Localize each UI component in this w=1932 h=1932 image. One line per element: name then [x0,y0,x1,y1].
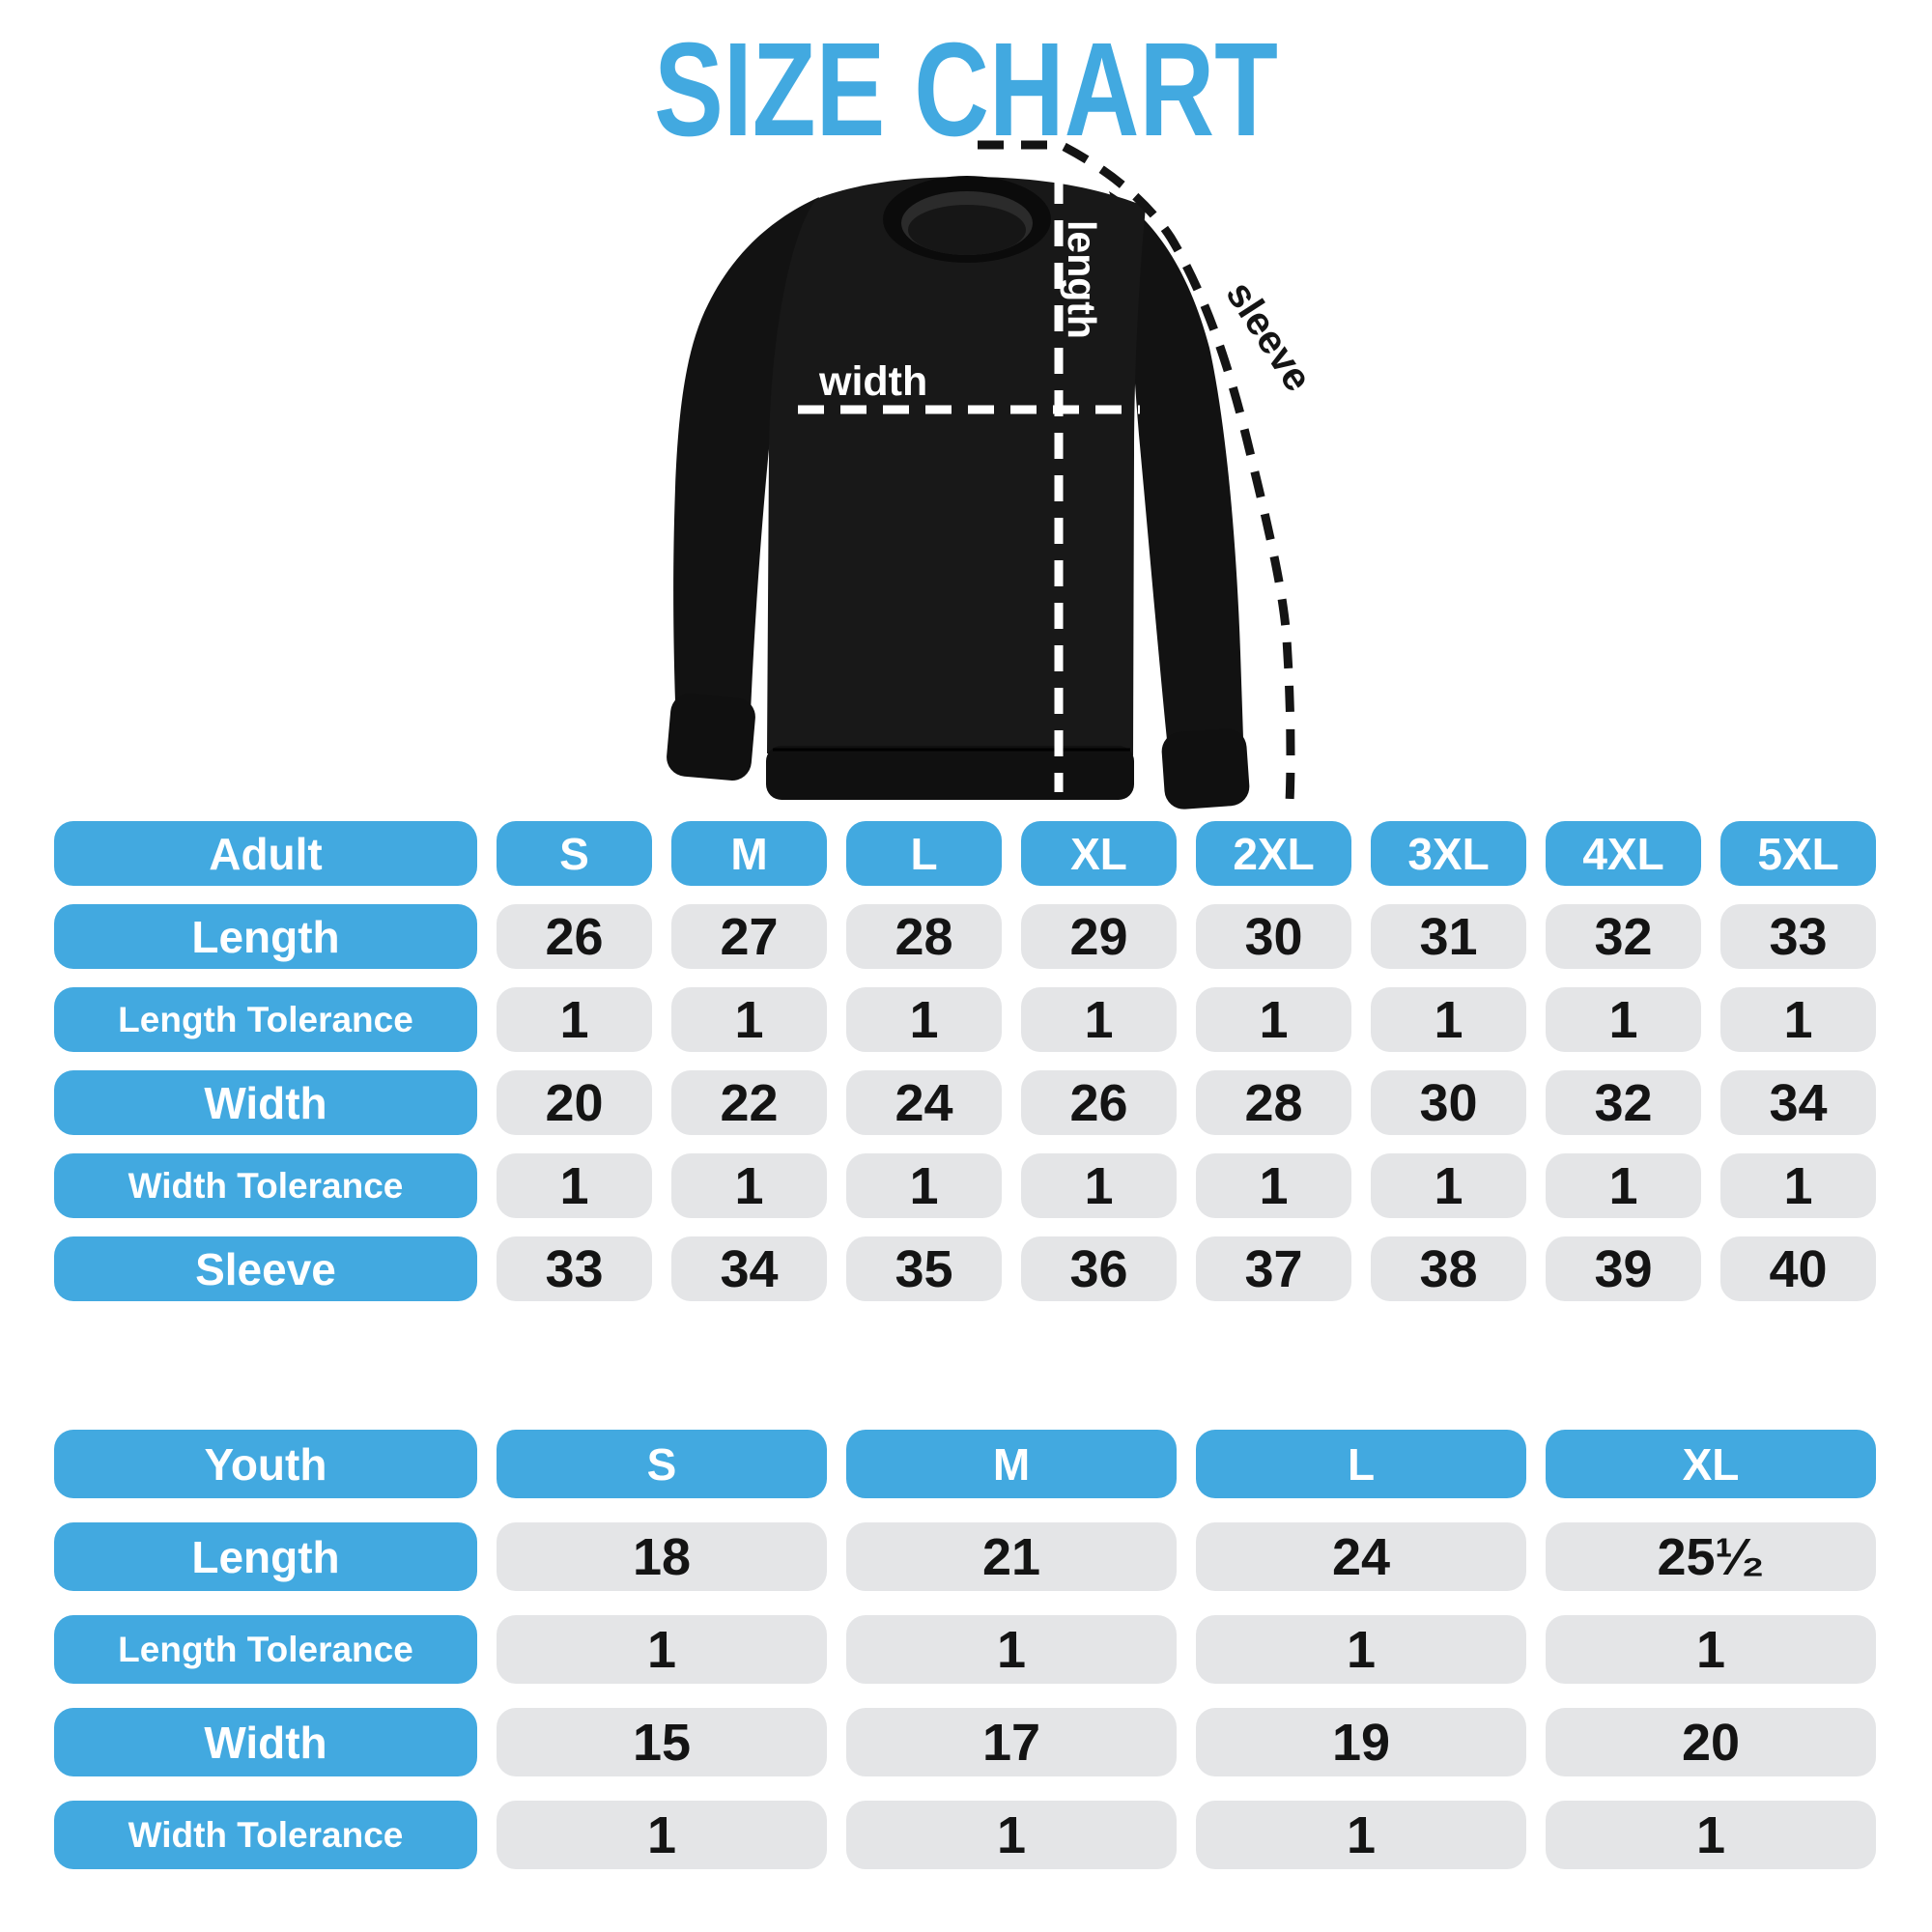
value-cell: 40 [1720,1236,1876,1301]
value-cell: 18 [497,1522,827,1591]
adult-size-table: Adult S M L XL 2XL 3XL 4XL 5XL Length 26 27 28 29 30 31… [54,821,1876,1301]
size-header-cell: M [671,821,827,886]
size-header-cell: 5XL [1720,821,1876,886]
value-cell: 27 [671,904,827,969]
size-header-cell: XL [1021,821,1177,886]
value-cell: 26 [1021,1070,1177,1135]
row-label-cell: Width [54,1708,477,1776]
value-cell: 1 [846,1615,1177,1684]
value-cell: 1 [497,987,652,1052]
sleeve-measure-line [978,140,1295,803]
size-header-cell: M [846,1430,1177,1498]
row-label-cell: Width [54,1070,477,1135]
value-cell: 1 [1546,1801,1876,1869]
value-cell: 1 [497,1801,827,1869]
value-cell: 24 [846,1070,1002,1135]
value-cell: 26 [497,904,652,969]
value-cell: 1 [1196,987,1351,1052]
value-cell: 36 [1021,1236,1177,1301]
value-cell: 37 [1196,1236,1351,1301]
sweatshirt-body [767,177,1146,755]
value-cell: 1 [1021,987,1177,1052]
sweatshirt-diagram: width length sleeve [667,140,1321,810]
size-header-cell: XL [1546,1430,1876,1498]
value-cell: 34 [671,1236,827,1301]
value-cell: 20 [1546,1708,1876,1776]
right-cuff [1161,728,1250,810]
size-header-cell: 3XL [1371,821,1526,886]
value-cell: 39 [1546,1236,1701,1301]
value-cell: 1 [846,1153,1002,1218]
hem-band [766,746,1134,800]
value-cell: 1 [1546,1615,1876,1684]
size-header-cell: L [846,821,1002,886]
value-cell: 1 [1546,987,1701,1052]
value-cell: 21 [846,1522,1177,1591]
value-cell: 32 [1546,904,1701,969]
row-label-cell: Length [54,904,477,969]
width-label: width [818,358,927,405]
value-cell: 28 [846,904,1002,969]
page-title: SIZE CHART [654,15,1278,164]
value-cell: 1 [1196,1615,1526,1684]
value-cell: 24 [1196,1522,1526,1591]
size-header-cell: S [497,1430,827,1498]
size-header-cell: S [497,821,652,886]
value-cell: 1 [1196,1801,1526,1869]
value-cell: 1 [1371,987,1526,1052]
value-cell: 19 [1196,1708,1526,1776]
left-cuff [667,693,755,781]
value-cell: 1 [1720,1153,1876,1218]
value-cell: 33 [497,1236,652,1301]
value-cell: 20 [497,1070,652,1135]
collar-shadow [908,205,1026,255]
value-cell: 1 [1196,1153,1351,1218]
value-cell: 1 [1371,1153,1526,1218]
size-header-cell: 4XL [1546,821,1701,886]
value-cell: 1 [846,987,1002,1052]
value-cell: 32 [1546,1070,1701,1135]
row-label-cell: Length Tolerance [54,1615,477,1684]
row-label-cell: Length Tolerance [54,987,477,1052]
table-title-cell: Youth [54,1430,477,1498]
row-label-cell: Width Tolerance [54,1153,477,1218]
table-title-cell: Adult [54,821,477,886]
row-label-cell: Width Tolerance [54,1801,477,1869]
sleeve-label: sleeve [1217,273,1321,399]
value-cell: 25¹⁄₂ [1546,1522,1876,1591]
value-cell: 1 [671,987,827,1052]
value-cell: 29 [1021,904,1177,969]
row-label-cell: Length [54,1522,477,1591]
value-cell: 17 [846,1708,1177,1776]
value-cell: 30 [1196,904,1351,969]
value-cell: 35 [846,1236,1002,1301]
size-header-cell: L [1196,1430,1526,1498]
value-cell: 34 [1720,1070,1876,1135]
row-label-cell: Sleeve [54,1236,477,1301]
value-cell: 31 [1371,904,1526,969]
value-cell: 1 [671,1153,827,1218]
value-cell: 1 [497,1615,827,1684]
value-cell: 38 [1371,1236,1526,1301]
value-cell: 15 [497,1708,827,1776]
youth-size-table: Youth S M L XL Length 18 21 24 25¹⁄₂ Length Tolera… [54,1430,1876,1869]
value-cell: 1 [497,1153,652,1218]
value-cell: 28 [1196,1070,1351,1135]
value-cell: 1 [1546,1153,1701,1218]
value-cell: 1 [846,1801,1177,1869]
value-cell: 1 [1720,987,1876,1052]
length-label: length [1060,220,1104,339]
value-cell: 22 [671,1070,827,1135]
right-sleeve [1109,191,1243,750]
size-header-cell: 2XL [1196,821,1351,886]
value-cell: 1 [1021,1153,1177,1218]
value-cell: 33 [1720,904,1876,969]
value-cell: 30 [1371,1070,1526,1135]
